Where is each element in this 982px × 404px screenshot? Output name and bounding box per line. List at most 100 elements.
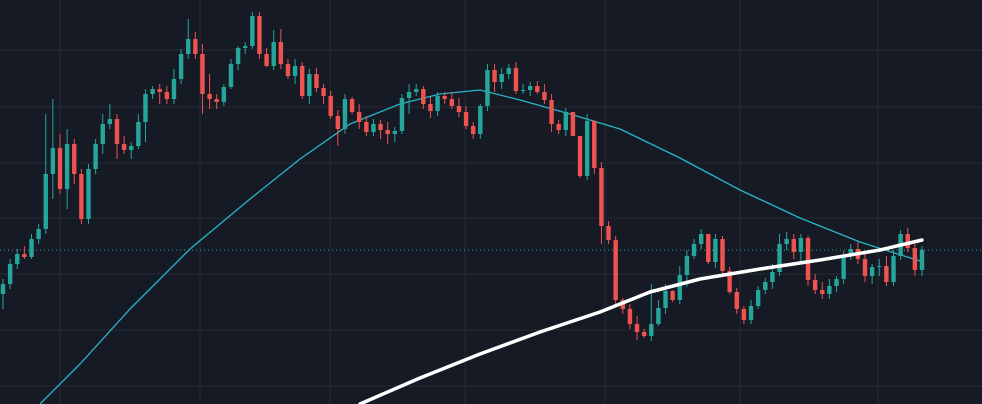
candle xyxy=(599,162,604,244)
candle-body xyxy=(513,68,519,91)
candle xyxy=(912,244,918,276)
candle-body xyxy=(392,131,398,134)
candle-body xyxy=(470,126,476,134)
candle xyxy=(64,129,70,209)
candle xyxy=(243,42,248,54)
candle-body xyxy=(257,16,262,54)
candle-body xyxy=(606,226,611,240)
candle-body xyxy=(706,234,711,262)
candle-body xyxy=(356,112,362,122)
candle xyxy=(741,306,747,324)
candle xyxy=(385,122,390,144)
candle xyxy=(221,84,227,106)
candle-body xyxy=(178,54,184,79)
candle xyxy=(7,259,13,289)
candle-body xyxy=(349,99,355,112)
candle-body xyxy=(164,92,170,99)
candle xyxy=(136,114,141,149)
candle xyxy=(584,114,590,180)
candle-body xyxy=(36,229,41,239)
candle xyxy=(406,84,412,114)
candle xyxy=(100,114,105,154)
candle-body xyxy=(22,254,27,257)
candle-body xyxy=(406,92,412,98)
candle-body xyxy=(121,144,127,150)
candle-body xyxy=(193,39,198,54)
candle-body xyxy=(328,96,333,116)
candle-body xyxy=(72,144,77,174)
candle-body xyxy=(641,332,647,336)
candle-body xyxy=(93,144,98,169)
candle-body xyxy=(485,70,490,106)
candle-body xyxy=(627,309,633,324)
candle-body xyxy=(492,70,497,82)
candle xyxy=(0,279,6,309)
candle xyxy=(520,84,526,94)
candle xyxy=(435,92,440,116)
candle-body xyxy=(385,130,390,134)
candle-body xyxy=(820,290,825,294)
candle-body xyxy=(285,64,291,76)
candle xyxy=(72,139,77,184)
candle-body xyxy=(827,286,832,294)
candle xyxy=(22,246,27,259)
candle xyxy=(15,249,20,269)
candle-body xyxy=(506,68,512,74)
candle xyxy=(706,234,711,264)
candle xyxy=(79,169,84,224)
candle xyxy=(478,104,483,139)
candle-body xyxy=(271,42,276,66)
candle xyxy=(314,68,319,92)
candle-body xyxy=(656,308,661,324)
candle-body xyxy=(235,48,241,64)
candle-body xyxy=(214,99,219,102)
candle xyxy=(720,236,725,274)
candle xyxy=(392,127,398,142)
candle-body xyxy=(535,86,540,92)
candle xyxy=(556,120,561,134)
candle-body xyxy=(634,324,640,332)
candle-body xyxy=(0,284,6,294)
candle-body xyxy=(157,89,162,92)
candle-body xyxy=(584,121,590,176)
candle-body xyxy=(399,98,405,131)
candle-body xyxy=(150,89,155,94)
candle xyxy=(606,221,611,244)
candle-body xyxy=(577,136,583,176)
candle xyxy=(164,86,170,104)
candle-body xyxy=(7,264,13,284)
candle-body xyxy=(428,104,433,111)
candle xyxy=(364,116,369,136)
candle xyxy=(399,94,405,134)
candle xyxy=(527,82,533,96)
candle xyxy=(86,164,91,224)
candle xyxy=(563,108,569,136)
candle-body xyxy=(763,282,768,290)
candle-body xyxy=(691,244,697,256)
candle-body xyxy=(221,87,227,102)
candle-body xyxy=(684,256,690,275)
candle-body xyxy=(129,146,134,150)
candle xyxy=(734,288,739,314)
candle-body xyxy=(520,90,526,91)
candle-body xyxy=(862,259,868,276)
candle-body xyxy=(200,54,205,94)
candle-body xyxy=(364,122,369,132)
candle-body xyxy=(378,124,383,130)
candle-body xyxy=(734,292,739,309)
candle xyxy=(186,19,191,59)
candle xyxy=(214,94,219,109)
candle xyxy=(321,84,326,104)
candle-body xyxy=(421,89,426,104)
candle xyxy=(200,44,205,114)
candle xyxy=(250,12,255,49)
candle-body xyxy=(335,116,341,129)
candle-body xyxy=(663,291,668,308)
candle-body xyxy=(563,112,569,130)
candle-body xyxy=(869,267,875,276)
candle xyxy=(442,92,447,104)
candle xyxy=(763,278,768,294)
candle-body xyxy=(300,66,305,96)
candle-body xyxy=(599,168,604,226)
